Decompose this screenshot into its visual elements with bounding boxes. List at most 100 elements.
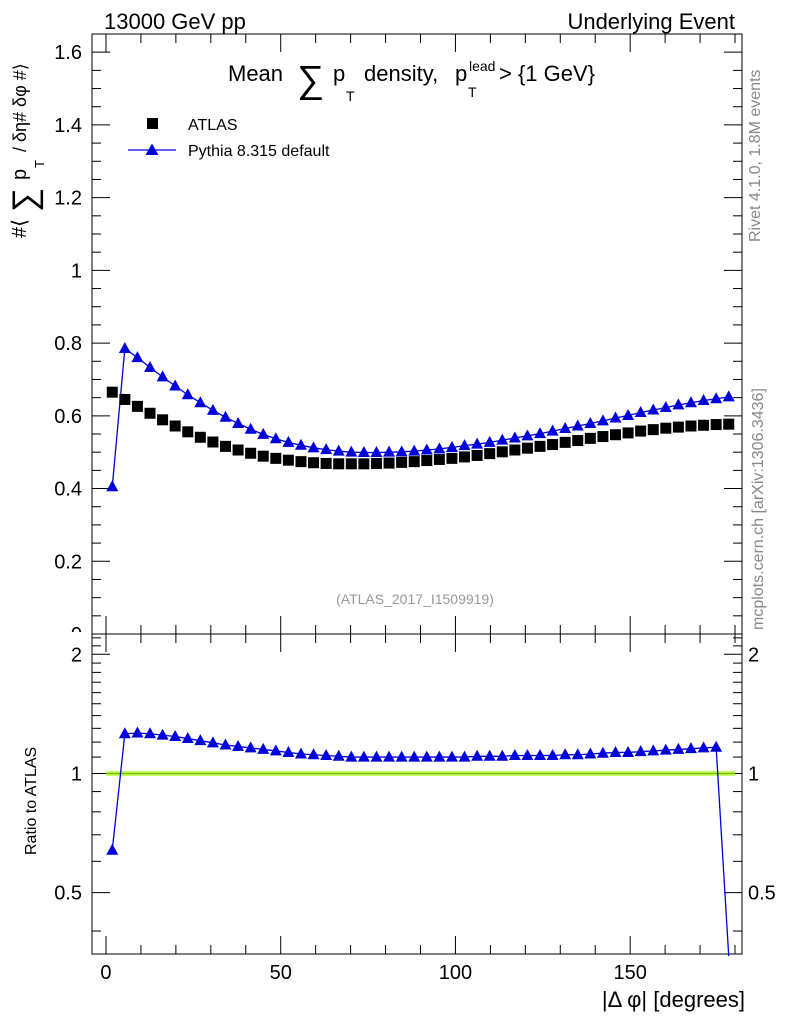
title-lead: lead bbox=[469, 58, 495, 74]
pythia-point bbox=[584, 416, 597, 428]
ratio-pythia-point bbox=[156, 728, 169, 740]
pythia-point bbox=[433, 442, 446, 454]
plot-title: Mean ∑ p T density, p lead T > {1 GeV} bbox=[228, 58, 595, 104]
header-left: 13000 GeV pp bbox=[104, 9, 246, 34]
legend-pythia-label: Pythia 8.315 default bbox=[188, 143, 330, 160]
pythia-line bbox=[111, 347, 729, 487]
ratio-pythia-point bbox=[282, 745, 295, 757]
ratio-pythia-point bbox=[697, 741, 710, 753]
ratio-ytick-label-right: 0.5 bbox=[748, 883, 776, 905]
atlas-point bbox=[144, 407, 156, 419]
ratio-pythia-point bbox=[131, 726, 144, 738]
pythia-point bbox=[206, 403, 219, 415]
ylabel-p: p bbox=[9, 169, 31, 180]
atlas-point bbox=[282, 454, 294, 466]
atlas-point bbox=[182, 426, 194, 438]
atlas-point bbox=[119, 393, 131, 405]
ratio-pythia-point bbox=[181, 732, 194, 744]
main-axes: 0.2 0.4 0.6 0.8 1 1.2 1.4 1.6 0 bbox=[54, 34, 742, 646]
pythia-point bbox=[269, 432, 282, 444]
pythia-point bbox=[320, 443, 333, 455]
pythia-point bbox=[307, 441, 320, 453]
ratio-pythia-point bbox=[345, 750, 358, 762]
ratio-pythia-point bbox=[307, 748, 320, 760]
title-mean: Mean bbox=[228, 61, 283, 86]
atlas-point bbox=[396, 456, 408, 468]
ratio-pythia-point bbox=[144, 727, 157, 739]
ylabel-open: #⟨ bbox=[9, 219, 31, 238]
pythia-point bbox=[118, 342, 131, 354]
ratio-ytick-label-right: 1 bbox=[748, 763, 759, 785]
pythia-point bbox=[508, 431, 521, 443]
ratio-pythia-point bbox=[609, 745, 622, 757]
pythia-point bbox=[106, 480, 119, 492]
pythia-point bbox=[282, 435, 295, 447]
main-plot-area bbox=[106, 342, 735, 492]
atlas-point bbox=[584, 432, 596, 444]
pythia-point bbox=[395, 445, 408, 457]
main-y-axis-label: #⟨ ∑ p T / δη# δφ #⟩ bbox=[6, 63, 47, 238]
main-ytick-label: 1.6 bbox=[54, 42, 82, 64]
ratio-pythia-point bbox=[483, 749, 496, 761]
ylabel-T: T bbox=[32, 160, 47, 168]
pythia-point bbox=[420, 443, 433, 455]
pythia-point bbox=[156, 370, 169, 382]
xtick-label: 0 bbox=[100, 962, 111, 984]
title-cut: > {1 GeV} bbox=[499, 61, 595, 86]
ratio-pythia-point bbox=[710, 740, 723, 752]
atlas-point bbox=[333, 458, 345, 470]
analysis-tag: (ATLAS_2017_I1509919) bbox=[336, 591, 494, 607]
title-p2: p bbox=[455, 61, 467, 86]
rivet-version-label: Rivet 4.1.0, 1.8M events bbox=[747, 69, 764, 242]
ratio-pythia-point bbox=[647, 744, 660, 756]
pythia-point bbox=[194, 396, 207, 408]
ratio-pythia-point bbox=[672, 742, 685, 754]
pythia-point bbox=[609, 411, 622, 423]
pythia-point bbox=[169, 379, 182, 391]
ratio-pythia-point bbox=[194, 734, 207, 746]
main-ytick-label: 0.2 bbox=[54, 551, 82, 573]
ratio-pythia-point bbox=[244, 741, 257, 753]
atlas-point bbox=[672, 421, 684, 433]
main-ytick-label: 1 bbox=[71, 260, 82, 282]
ylabel-rest: / δη# δφ #⟩ bbox=[10, 63, 30, 152]
atlas-point bbox=[169, 420, 181, 432]
atlas-point bbox=[647, 424, 659, 436]
atlas-point bbox=[572, 435, 584, 447]
pythia-point bbox=[131, 351, 144, 363]
mcplots-label: mcplots.cern.ch [arXiv:1306.3436] bbox=[750, 388, 767, 630]
pythia-point bbox=[370, 446, 383, 458]
pythia-point bbox=[684, 396, 697, 408]
atlas-point bbox=[320, 457, 332, 469]
atlas-point bbox=[547, 439, 559, 451]
pythia-point bbox=[571, 419, 584, 431]
atlas-point bbox=[383, 457, 395, 469]
ratio-pythia-point bbox=[596, 746, 609, 758]
atlas-point bbox=[370, 457, 382, 469]
ratio-ytick-label: 2 bbox=[71, 644, 82, 666]
atlas-point bbox=[471, 449, 483, 461]
atlas-point bbox=[270, 452, 282, 464]
ratio-pythia-point bbox=[420, 750, 433, 762]
atlas-point bbox=[207, 436, 219, 448]
ratio-pythia-point bbox=[659, 743, 672, 755]
atlas-point bbox=[698, 419, 710, 431]
ratio-pythia-point bbox=[546, 749, 559, 761]
pythia-point bbox=[659, 400, 672, 412]
atlas-point bbox=[622, 427, 634, 439]
xtick-label: 100 bbox=[439, 962, 472, 984]
atlas-point bbox=[194, 431, 206, 443]
pythia-point bbox=[257, 427, 270, 439]
ratio-pythia-point bbox=[294, 747, 307, 759]
pythia-point bbox=[294, 438, 307, 450]
pythia-point bbox=[471, 437, 484, 449]
x-axis-label: |Δ φ| [degrees] bbox=[602, 987, 745, 1012]
pythia-point bbox=[232, 416, 245, 428]
pythia-point bbox=[634, 406, 647, 418]
pythia-point bbox=[345, 445, 358, 457]
ratio-pythia-point bbox=[622, 745, 635, 757]
pythia-point bbox=[408, 444, 421, 456]
pythia-point bbox=[181, 388, 194, 400]
ratio-pythia-point bbox=[395, 750, 408, 762]
